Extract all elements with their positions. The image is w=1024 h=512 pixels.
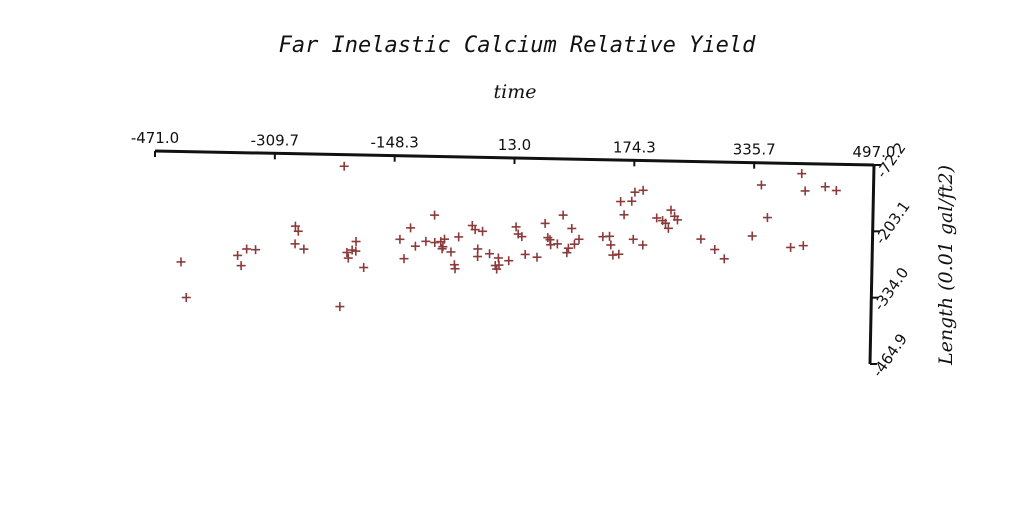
data-point: [558, 210, 568, 220]
data-point: [638, 185, 648, 195]
x-tick-label: 497.0: [853, 143, 896, 161]
data-point: [430, 210, 440, 220]
data-point: [546, 240, 556, 250]
y-tick-label: -203.1: [871, 198, 913, 248]
data-point: [710, 244, 720, 254]
data-point: [299, 244, 309, 254]
data-point: [630, 187, 640, 197]
data-point: [395, 234, 405, 244]
data-point: [242, 244, 252, 254]
data-point: [290, 221, 300, 231]
data-point: [696, 234, 706, 244]
data-point: [614, 249, 624, 259]
data-point: [430, 238, 440, 248]
data-point: [485, 249, 495, 259]
data-point: [437, 244, 447, 254]
data-point: [236, 261, 246, 271]
data-point: [756, 180, 766, 190]
data-point: [831, 186, 841, 196]
data-point: [454, 232, 464, 242]
data-point: [517, 232, 527, 242]
data-point: [446, 247, 456, 257]
data-point: [619, 210, 629, 220]
data-point: [473, 252, 483, 262]
data-point: [399, 254, 409, 264]
data-point: [800, 186, 810, 196]
x-tick-label: -309.7: [251, 131, 299, 149]
data-point: [473, 244, 483, 254]
data-point: [574, 234, 584, 244]
data-point: [478, 226, 488, 236]
data-point: [335, 302, 345, 312]
data-point: [605, 231, 615, 241]
data-point: [569, 239, 579, 249]
data-point: [652, 213, 662, 223]
data-point: [786, 242, 796, 252]
data-point: [797, 169, 807, 179]
data-point: [351, 237, 361, 247]
data-point: [616, 197, 626, 207]
data-point: [628, 234, 638, 244]
data-point: [343, 253, 353, 263]
data-point: [567, 223, 577, 233]
chart-title: Far Inelastic Calcium Relative Yield: [279, 33, 757, 58]
data-point: [351, 246, 361, 256]
data-point: [552, 239, 562, 249]
data-point: [606, 240, 616, 250]
x-axis-label: time: [494, 81, 537, 103]
y-axis-label: Length (0.01 gal/ft2): [935, 165, 957, 366]
x-tick-label: 13.0: [498, 136, 531, 154]
data-point: [511, 222, 521, 232]
data-point: [627, 196, 637, 206]
data-point: [290, 239, 300, 249]
data-point: [440, 234, 450, 244]
data-point: [181, 293, 191, 303]
data-point: [410, 241, 420, 251]
x-axis-ticks: -471.0 -309.7 -148.3 13.0 174.3 335.7 497.0: [131, 129, 896, 171]
y-axis-ticks: -72.2-203.1-334.0-464.9: [869, 139, 914, 380]
data-point: [251, 245, 261, 255]
data-point: [342, 247, 352, 257]
data-point: [666, 205, 676, 215]
data-point: [450, 264, 460, 274]
y-tick-label: -334.0: [870, 264, 912, 314]
data-point: [820, 182, 830, 192]
x-tick-label: 174.3: [613, 138, 656, 156]
data-point: [504, 256, 514, 266]
x-tick-label: 335.7: [733, 141, 776, 159]
data-point: [747, 231, 757, 241]
data-point: [663, 223, 673, 233]
data-point: [608, 250, 618, 260]
data-point: [494, 260, 504, 270]
data-point: [719, 254, 729, 264]
data-point: [798, 241, 808, 251]
data-point: [233, 250, 243, 260]
data-point: [562, 248, 572, 258]
data-point: [762, 213, 772, 223]
y-tick-label: -464.9: [869, 330, 911, 380]
data-point: [293, 226, 303, 236]
data-point: [421, 236, 431, 246]
data-point: [520, 249, 530, 259]
data-point: [543, 233, 553, 243]
data-point: [672, 215, 682, 225]
data-point: [176, 257, 186, 267]
data-point: [470, 225, 480, 235]
data-point: [661, 218, 671, 228]
x-tick-label: -471.0: [131, 129, 179, 147]
y-axis-line: [868, 164, 876, 365]
data-points: [176, 161, 841, 312]
data-point: [540, 218, 550, 228]
data-point: [532, 252, 542, 262]
x-tick-label: -148.3: [370, 134, 418, 152]
data-point: [406, 223, 416, 233]
data-point: [563, 243, 573, 253]
data-point: [638, 240, 648, 250]
data-point: [359, 263, 369, 273]
data-point: [339, 161, 349, 171]
